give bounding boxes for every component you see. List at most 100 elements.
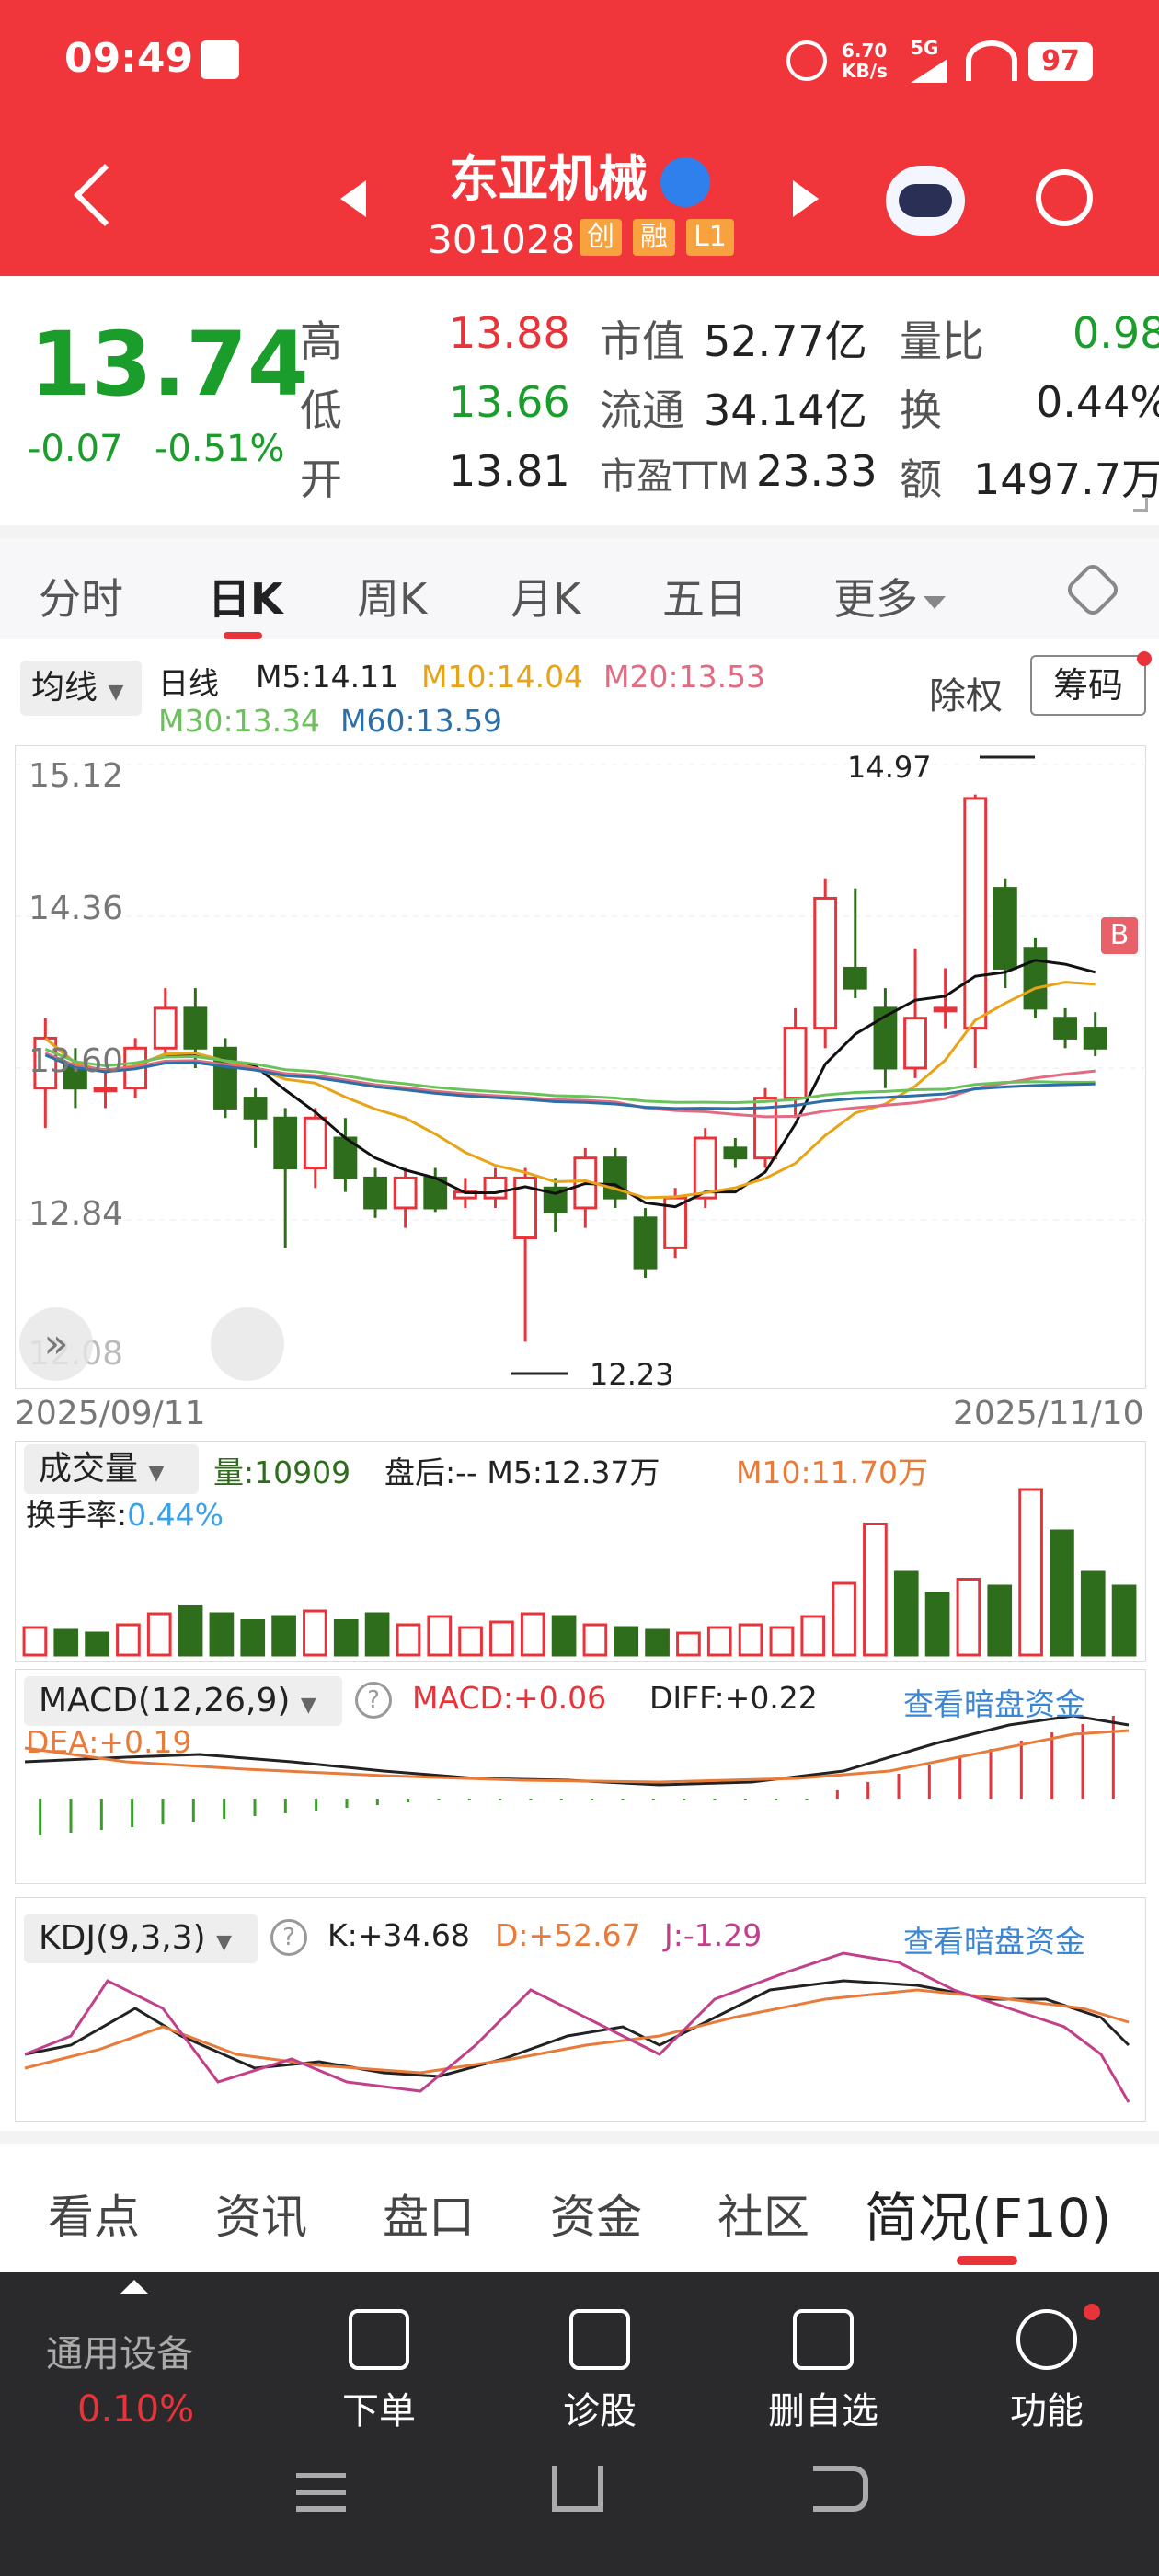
ma30-legend: M30:13.34 (158, 703, 321, 739)
prev-stock-icon[interactable] (340, 180, 366, 217)
home-icon[interactable] (552, 2466, 603, 2512)
help-icon[interactable]: ? (355, 1682, 392, 1719)
volume-bar (458, 1626, 483, 1657)
indicator-select-macd[interactable]: MACD(12,26,9) ▼ (24, 1676, 342, 1726)
battery-indicator: 97 (1028, 42, 1093, 81)
volume-bar (924, 1592, 950, 1657)
period-tabs: 分时 日K 周K 月K 五日 更多 (0, 538, 1159, 639)
y-label-3: 13.60 (29, 1042, 124, 1080)
wifi-icon (966, 40, 1017, 81)
indicator-select-volume[interactable]: 成交量 ▼ (24, 1444, 199, 1494)
kdj-chart (24, 1951, 1130, 2103)
ma20-legend: M20:13.53 (603, 659, 766, 695)
tab-funds[interactable]: 资金 (550, 2191, 642, 2244)
low-value: 13.66 (449, 377, 570, 427)
volume-bar (987, 1584, 1013, 1657)
open-label: 开 (300, 454, 342, 504)
volume-bar (364, 1612, 390, 1657)
recent-apps-icon[interactable] (296, 2473, 346, 2478)
volume-bar (1111, 1584, 1137, 1657)
ma-line-20 (44, 1052, 1096, 1119)
candle-body (723, 1146, 748, 1160)
candle-body (873, 1006, 898, 1070)
alarm-icon (786, 40, 827, 81)
sector-name[interactable]: 通用设备 (46, 2333, 193, 2375)
expand-chart-icon[interactable]: » (19, 1307, 93, 1381)
tag-chuang: 创 (580, 219, 622, 256)
tab-order-book[interactable]: 盘口 (383, 2191, 475, 2244)
search-icon[interactable] (1036, 169, 1093, 226)
candle-body (903, 1017, 927, 1070)
tab-more[interactable]: 更多 (833, 566, 946, 627)
volume-bar (676, 1631, 701, 1657)
ma-line-5 (44, 959, 1096, 1209)
settings-icon[interactable] (1063, 560, 1122, 619)
ex-rights-button[interactable]: 除权 (929, 675, 1003, 718)
robot-assistant-icon[interactable] (886, 166, 965, 236)
tab-monthly-k[interactable]: 月K (511, 574, 581, 624)
chips-button[interactable]: 筹码 (1030, 655, 1146, 716)
candle-body (633, 1216, 658, 1270)
candle-body (753, 1097, 777, 1160)
ma60-legend: M60:13.59 (340, 703, 503, 739)
volume-bar (209, 1612, 235, 1657)
candle-body (243, 1097, 268, 1120)
app-notification-icon (201, 40, 239, 79)
tab-f10-profile[interactable]: 简况(F10) (865, 2187, 1112, 2249)
high-label: 高 (300, 316, 342, 366)
tag-rong: 融 (633, 219, 675, 256)
indicator-select-kdj[interactable]: KDJ(9,3,3) ▼ (24, 1914, 258, 1963)
volume-after-hours: 盘后:-- M5:12.37万 (384, 1455, 660, 1490)
candle-body (213, 1046, 237, 1110)
volume-bar (800, 1615, 826, 1657)
candle-body (1053, 1017, 1077, 1040)
candle-body (303, 1116, 327, 1170)
dropdown-caret-icon: ▼ (148, 1462, 165, 1485)
mcap-value: 52.77亿 (704, 316, 867, 366)
diagnose-button[interactable]: 诊股 (517, 2309, 683, 2434)
tab-five-day[interactable]: 五日 (662, 574, 747, 624)
dark-pool-link-kdj[interactable]: 查看暗盘资金 (903, 1924, 1085, 1960)
volume-bar (832, 1581, 856, 1657)
dark-pool-link-macd[interactable]: 查看暗盘资金 (903, 1686, 1085, 1722)
candle-body (183, 1006, 208, 1050)
j-line (24, 1951, 1130, 2103)
macd-value: MACD:+0.06 (412, 1680, 607, 1716)
volume-bar (396, 1623, 421, 1657)
remove-watchlist-icon (793, 2309, 854, 2370)
tab-daily-k[interactable]: 日K (208, 574, 283, 624)
kdj-select-label: KDJ(9,3,3) (39, 1919, 206, 1957)
volume-bar (333, 1619, 359, 1657)
low-mark: 12.23 (590, 1357, 674, 1392)
tab-highlights[interactable]: 看点 (48, 2191, 140, 2244)
candle-body (993, 887, 1017, 970)
order-button[interactable]: 下单 (296, 2309, 462, 2434)
chevron-up-icon[interactable] (120, 2280, 149, 2294)
network-label: 5G (911, 37, 939, 59)
tab-intraday[interactable]: 分时 (39, 574, 123, 624)
next-stock-icon[interactable] (793, 180, 819, 217)
remove-watchlist-button[interactable]: 删自选 (740, 2309, 906, 2434)
remove-watchlist-label: 删自选 (768, 2390, 878, 2432)
volume-bar (738, 1623, 763, 1657)
tab-community[interactable]: 社区 (717, 2191, 809, 2244)
ma-select[interactable]: 均线 ▼ (20, 661, 142, 716)
candle-body (783, 1027, 808, 1100)
fullscreen-icon[interactable] (211, 1307, 284, 1381)
expand-corner-icon[interactable] (1133, 497, 1148, 512)
float-value: 34.14亿 (704, 385, 867, 435)
functions-button[interactable]: 功能 (964, 2309, 1130, 2434)
open-value: 13.81 (449, 446, 570, 496)
buy-badge[interactable]: B (1101, 917, 1138, 954)
price-change-pct: -0.51% (155, 428, 285, 470)
d-value: D:+52.67 (495, 1917, 641, 1953)
info-tabs: 看点 资讯 盘口 资金 社区 简况(F10) (0, 2144, 1159, 2268)
help-icon[interactable]: ? (270, 1919, 307, 1956)
tab-weekly-k[interactable]: 周K (357, 574, 428, 624)
float-label: 流通 (600, 385, 684, 435)
chevron-down-icon (924, 595, 946, 609)
candle-body (543, 1186, 568, 1213)
back-nav-icon[interactable] (813, 2466, 868, 2512)
last-price: 13.74 (29, 313, 309, 416)
tab-news[interactable]: 资讯 (215, 2191, 307, 2244)
